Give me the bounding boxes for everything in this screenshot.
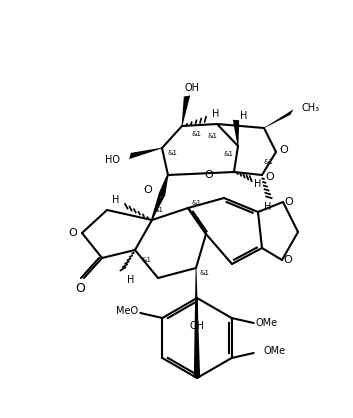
Polygon shape	[264, 109, 294, 128]
Text: &1: &1	[207, 133, 217, 139]
Text: H: H	[240, 111, 248, 121]
Text: &1: &1	[191, 200, 201, 206]
Polygon shape	[233, 120, 239, 146]
Text: H: H	[127, 275, 135, 285]
Text: O: O	[283, 255, 292, 265]
Text: H: H	[264, 202, 272, 212]
Text: &1: &1	[223, 151, 233, 157]
Text: O: O	[144, 185, 152, 195]
Text: &1: &1	[199, 270, 209, 276]
Text: O: O	[68, 228, 77, 238]
Polygon shape	[129, 148, 162, 159]
Text: OMe: OMe	[264, 346, 286, 356]
Text: &1: &1	[263, 159, 273, 165]
Text: CH₃: CH₃	[302, 103, 320, 113]
Text: MeO: MeO	[116, 306, 138, 316]
Text: OMe: OMe	[256, 318, 278, 328]
Polygon shape	[194, 268, 200, 378]
Text: HO: HO	[105, 155, 120, 165]
Polygon shape	[181, 95, 190, 126]
Text: H: H	[112, 195, 120, 205]
Text: &1: &1	[142, 257, 152, 263]
Text: &1: &1	[191, 131, 201, 137]
Text: O: O	[205, 171, 213, 181]
Text: &1: &1	[153, 207, 163, 213]
Text: OH: OH	[185, 83, 199, 93]
Text: O: O	[285, 197, 293, 207]
Text: H: H	[254, 179, 262, 189]
Polygon shape	[152, 196, 165, 220]
Text: &1: &1	[167, 150, 177, 156]
Text: O: O	[75, 281, 85, 295]
Text: OH: OH	[190, 321, 204, 331]
Text: H: H	[212, 109, 220, 119]
Text: O: O	[265, 172, 274, 182]
Text: O: O	[280, 145, 288, 155]
Polygon shape	[159, 175, 168, 198]
